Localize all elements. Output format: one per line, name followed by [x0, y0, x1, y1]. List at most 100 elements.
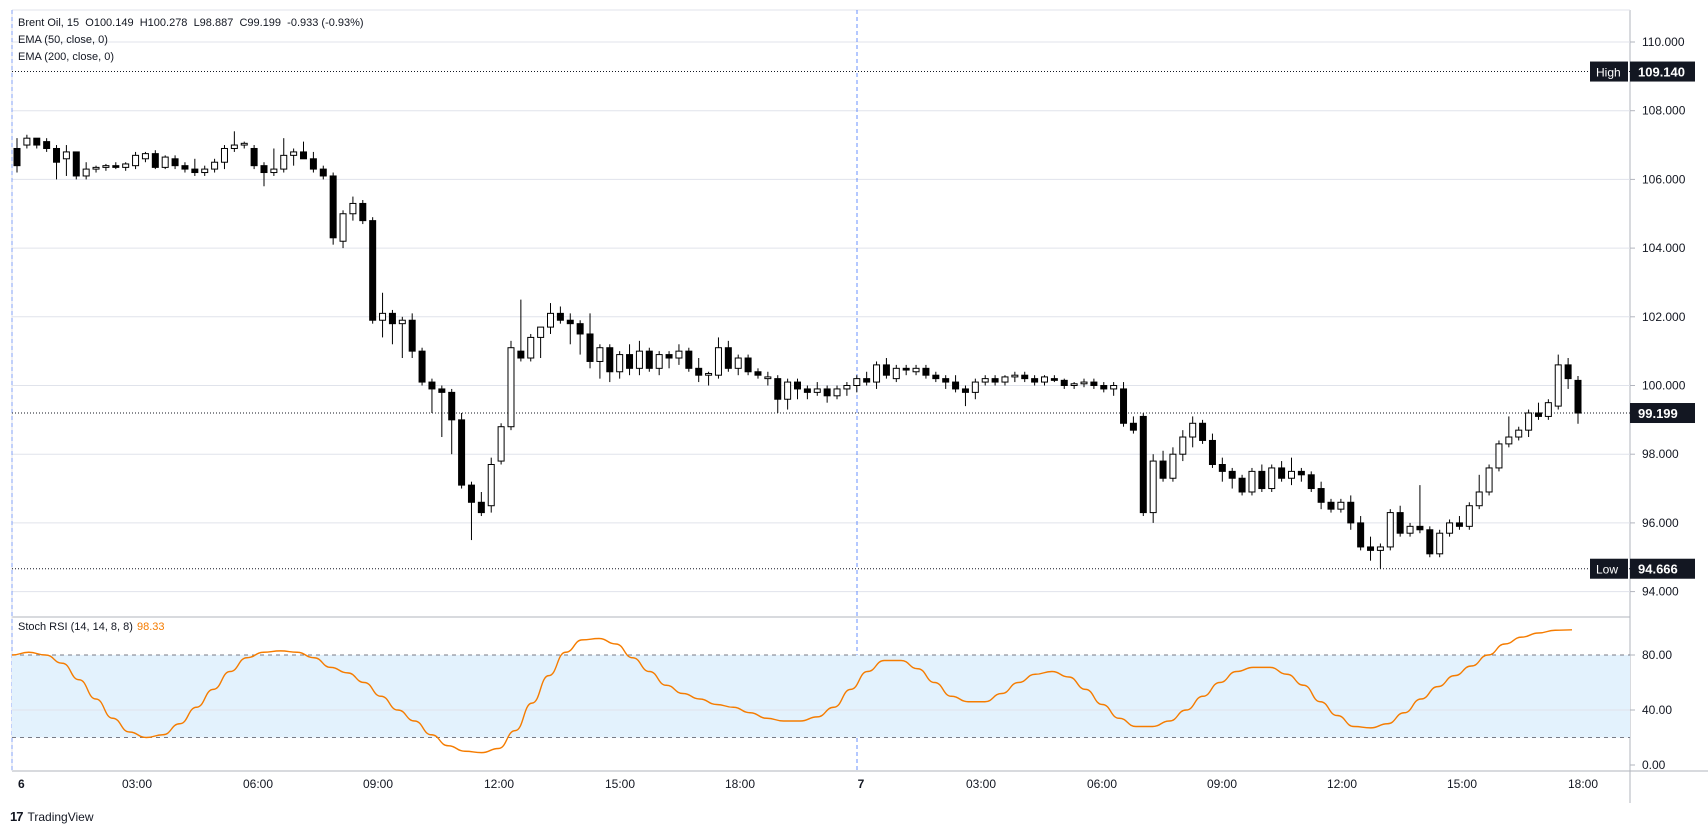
candle-body [902, 367, 910, 371]
candle-body [1525, 412, 1533, 431]
candle-body [1278, 467, 1286, 479]
open-value: O100.149 [85, 17, 134, 29]
candle-body [1031, 378, 1039, 383]
candle-body [1554, 364, 1562, 407]
candle-body [1100, 385, 1108, 390]
candle-body [220, 147, 228, 163]
candle-body [991, 378, 999, 383]
candle-body [1495, 443, 1503, 469]
close-value: C99.199 [239, 17, 282, 29]
candle-body [1475, 491, 1483, 507]
candle-body [1001, 376, 1009, 383]
candle-body [448, 391, 456, 421]
candle-body [882, 364, 890, 376]
candle-body [388, 312, 396, 325]
candle-body [13, 147, 21, 167]
stoch-rsi-line [11, 629, 1573, 754]
candle-body [1248, 470, 1256, 493]
candle-body [734, 357, 742, 369]
candle-body [685, 350, 693, 369]
time-tick-label: 09:00 [1207, 777, 1237, 791]
candle-body [1110, 385, 1118, 390]
candle-body [547, 312, 555, 328]
candle-body [754, 371, 762, 376]
candle-body [497, 426, 505, 462]
high-tag-box [1590, 61, 1628, 82]
ema50-legend[interactable]: EMA (50, close, 0) [18, 34, 108, 46]
candle-body [1446, 522, 1454, 534]
candle-body [1455, 522, 1463, 527]
candle-body [1307, 474, 1315, 490]
candle-body [1218, 464, 1226, 472]
candle-body [655, 354, 663, 369]
price-tick-label: 94.000 [1642, 585, 1679, 599]
candle-body [300, 151, 308, 160]
stoch-rsi-label: Stoch RSI (14, 14, 8, 8) [18, 621, 133, 633]
candle-body [1258, 470, 1266, 490]
stoch-rsi-legend[interactable]: Stoch RSI (14, 14, 8, 8) 98.33 [18, 621, 164, 633]
price-tick-label: 106.000 [1642, 172, 1686, 186]
candle-body [319, 168, 327, 177]
low-tag-label: Low [1596, 563, 1618, 577]
candle-body [102, 165, 110, 168]
candle-body [112, 165, 120, 168]
candle-body [309, 158, 317, 170]
price-tick-label: 100.000 [1642, 379, 1686, 393]
candle-body [1179, 436, 1187, 455]
candle-body [329, 175, 337, 239]
tradingview-name: TradingView [27, 809, 94, 824]
last-price-value-label: 99.199 [1638, 406, 1678, 421]
candle-body [517, 350, 525, 359]
time-tick-label: 09:00 [363, 777, 393, 791]
candle-body [467, 484, 475, 503]
candle-body [1416, 525, 1424, 531]
candle-body [1149, 460, 1157, 514]
rsi-band [12, 655, 1630, 738]
high-value: H100.278 [139, 17, 188, 29]
candle-body [290, 151, 298, 156]
candle-body [803, 388, 811, 393]
candle-body [72, 151, 80, 177]
candle-body [122, 163, 130, 168]
rsi-tick-label: 0.00 [1642, 758, 1666, 772]
stoch-rsi-value: 98.33 [136, 621, 165, 633]
rsi-tick-label: 40.00 [1642, 703, 1672, 717]
high-value-box [1630, 61, 1695, 82]
tradingview-branding[interactable]: 17 TradingView [10, 809, 94, 824]
time-tick-label: 06:00 [243, 777, 273, 791]
candle-body [132, 154, 140, 167]
candle-body [833, 388, 841, 397]
candle-body [843, 385, 851, 390]
ema200-legend[interactable]: EMA (200, close, 0) [18, 51, 114, 63]
candle-body [1327, 501, 1335, 510]
candle-body [863, 378, 871, 383]
candle-body [665, 354, 673, 359]
candle-body [942, 378, 950, 383]
candle-body [82, 168, 90, 177]
candle-body [1011, 374, 1019, 378]
candle-body [230, 144, 238, 149]
candle-body [1367, 546, 1375, 551]
candle-body [1268, 467, 1276, 490]
candle-body [794, 381, 801, 390]
candle-body [764, 376, 772, 380]
high-value-label: 109.140 [1638, 65, 1685, 80]
candle-body [201, 168, 209, 174]
candle-body [981, 378, 989, 383]
candle-body [744, 357, 752, 373]
low-value-label: 94.666 [1638, 562, 1678, 577]
price-tick-label: 96.000 [1642, 516, 1679, 530]
candle-body [1287, 470, 1295, 479]
candle-body [418, 350, 426, 383]
candle-body [853, 378, 861, 387]
candle-body [507, 347, 515, 428]
candle-body [784, 381, 792, 400]
candle-body [1347, 501, 1355, 524]
candle-body [1199, 422, 1207, 441]
candle-body [1357, 522, 1365, 548]
candle-body [487, 464, 495, 507]
time-tick-label: 12:00 [1327, 777, 1357, 791]
time-tick-label: 18:00 [1568, 777, 1598, 791]
candle-body [477, 501, 485, 514]
